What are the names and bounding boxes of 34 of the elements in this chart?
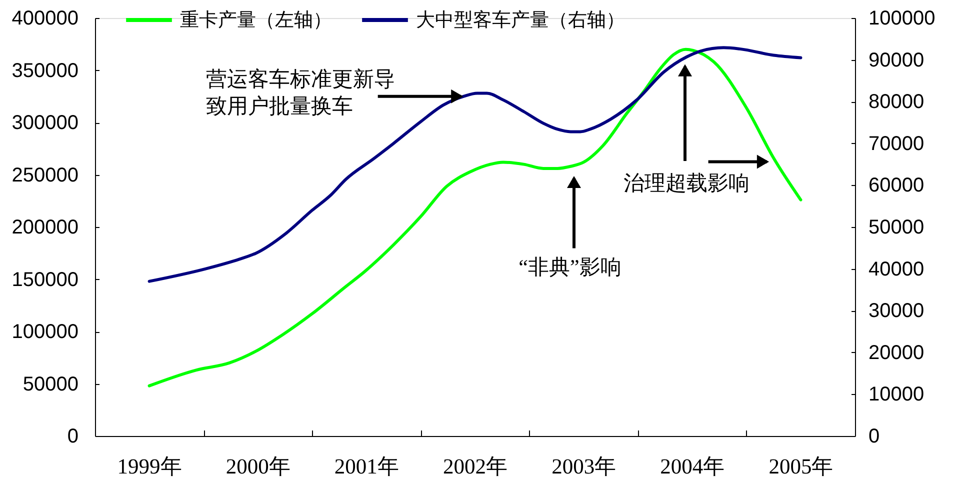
annotation: 营运客车标准更新导致用户批量换车 bbox=[206, 66, 395, 118]
x-tick-label: 2002年 bbox=[443, 454, 508, 478]
y2-tick-label: 80000 bbox=[868, 91, 924, 114]
y-tick-label: 0 bbox=[67, 426, 78, 448]
y2-tick-label: 40000 bbox=[868, 258, 924, 280]
y2-tick-label: 0 bbox=[868, 426, 880, 448]
y-tick-label: 350000 bbox=[12, 60, 78, 82]
y2-tick-label: 90000 bbox=[868, 49, 924, 72]
y-tick-label: 50000 bbox=[22, 373, 78, 396]
x-tick-label: 2000年 bbox=[226, 454, 291, 478]
x-tick-label: 2004年 bbox=[660, 454, 726, 478]
x-tick-label: 2001年 bbox=[334, 454, 400, 478]
x-tick-label: 1999年 bbox=[117, 454, 182, 478]
x-tick-label: 2005年 bbox=[768, 454, 834, 478]
y-tick-label: 400000 bbox=[12, 8, 78, 30]
legend-label: 重卡产量（左轴） bbox=[180, 10, 332, 31]
x-tick-label: 2003年 bbox=[552, 454, 617, 478]
annotation: “非典”影响 bbox=[518, 255, 622, 279]
legend-label: 大中型客车产量（右轴） bbox=[416, 9, 625, 31]
y-tick-label: 200000 bbox=[12, 216, 78, 238]
y-tick-label: 100000 bbox=[12, 321, 78, 343]
y2-tick-label: 30000 bbox=[868, 300, 924, 322]
y2-tick-label: 10000 bbox=[868, 384, 924, 406]
y-tick-label: 250000 bbox=[12, 164, 78, 186]
annotation: 治理超载影响 bbox=[624, 171, 750, 195]
y-tick-label: 150000 bbox=[12, 268, 78, 291]
line-series bbox=[148, 46, 802, 283]
y-tick-label: 300000 bbox=[12, 112, 78, 134]
y2-tick-label: 100000 bbox=[868, 8, 936, 30]
y2-tick-label: 50000 bbox=[868, 216, 924, 238]
y2-tick-label: 20000 bbox=[868, 342, 924, 364]
line-series bbox=[148, 48, 802, 388]
y2-tick-label: 70000 bbox=[868, 132, 924, 155]
y2-tick-label: 60000 bbox=[868, 174, 924, 197]
